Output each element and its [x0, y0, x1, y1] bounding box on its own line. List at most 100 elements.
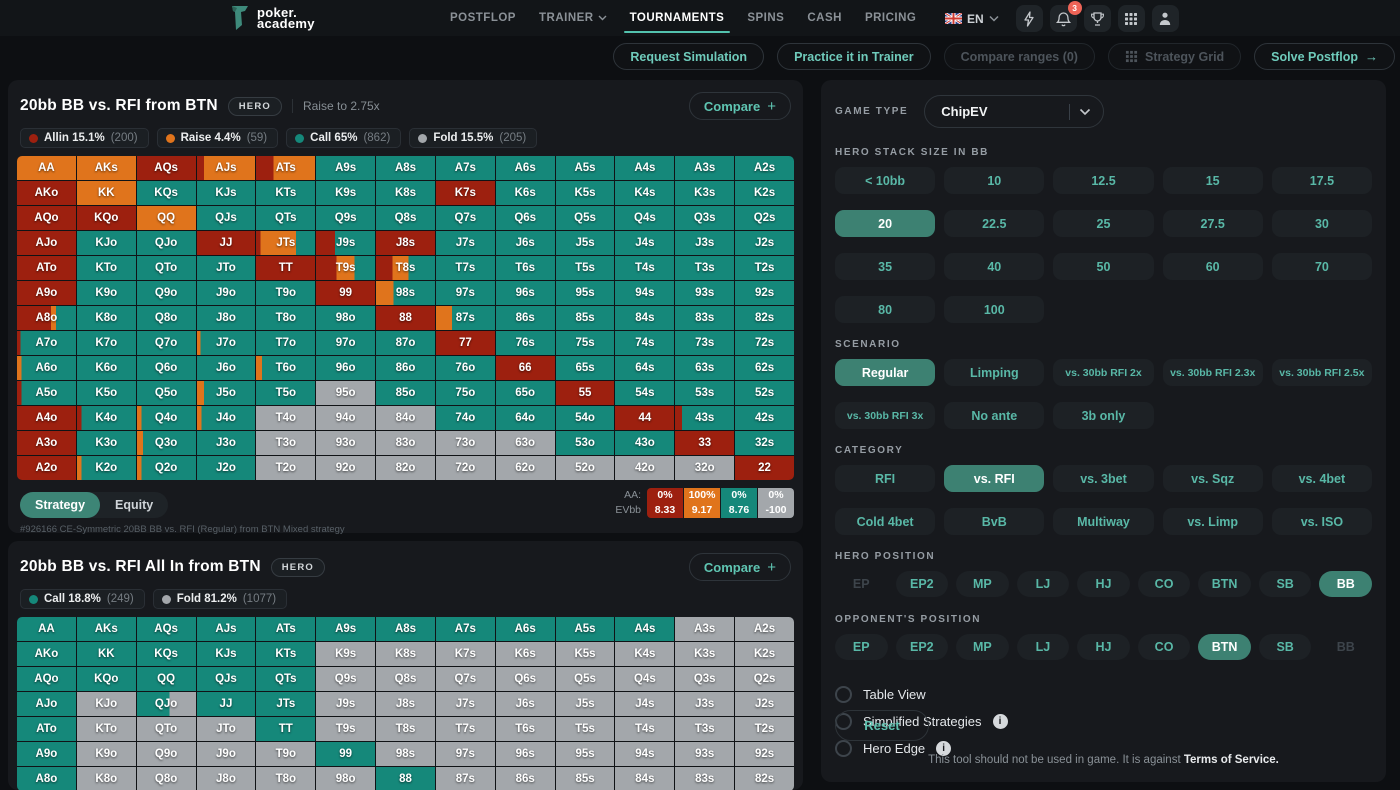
compare-button[interactable]: Compare + — [688, 553, 791, 581]
hand-cell-Q3s[interactable]: Q3s — [675, 667, 735, 691]
hand-cell-KJo[interactable]: KJo — [76, 231, 136, 255]
action-compare-ranges-0-[interactable]: Compare ranges (0) — [943, 43, 1095, 70]
stack-option-15[interactable]: 15 — [1162, 167, 1263, 194]
hand-cell-T6s[interactable]: T6s — [495, 717, 555, 741]
opponent-position-ep[interactable]: EP — [835, 634, 888, 660]
hand-cell-KTo[interactable]: KTo — [76, 717, 136, 741]
hero-position-lj[interactable]: LJ — [1016, 571, 1070, 597]
hand-cell-T9o[interactable]: T9o — [256, 281, 316, 305]
hand-cell-A9o[interactable]: A9o — [17, 281, 76, 305]
scenario-option-vs-30bb-rfi-2-3x[interactable]: vs. 30bb RFI 2.3x — [1162, 359, 1263, 386]
hand-cell-QJs[interactable]: QJs — [196, 667, 256, 691]
hand-cell-K3s[interactable]: K3s — [675, 181, 735, 205]
game-type-select[interactable]: ChipEV — [924, 95, 1105, 128]
hand-cell-T3s[interactable]: T3s — [675, 256, 735, 280]
hand-cell-QJo[interactable]: QJo — [136, 692, 196, 716]
hand-cell-TT[interactable]: TT — [256, 717, 316, 741]
stack-option-50[interactable]: 50 — [1053, 253, 1154, 280]
hand-cell-JTs[interactable]: JTs — [256, 231, 316, 255]
hand-cell-Q9o[interactable]: Q9o — [136, 742, 196, 766]
scenario-option-limping[interactable]: Limping — [944, 359, 1045, 386]
hand-cell-88[interactable]: 88 — [376, 306, 435, 330]
scenario-option-vs-30bb-rfi-3x[interactable]: vs. 30bb RFI 3x — [835, 402, 936, 429]
action-solve-postflop[interactable]: Solve Postflop → — [1254, 43, 1395, 70]
hand-cell-J4o[interactable]: J4o — [196, 406, 256, 430]
hand-cell-33[interactable]: 33 — [675, 431, 735, 455]
hand-cell-AA[interactable]: AA — [17, 156, 76, 180]
hand-cell-A4o[interactable]: A4o — [17, 406, 76, 430]
hand-cell-K8s[interactable]: K8s — [376, 642, 435, 666]
hand-cell-A9s[interactable]: A9s — [316, 617, 376, 641]
stack-option-<-10bb[interactable]: < 10bb — [835, 167, 936, 194]
category-option-rfi[interactable]: RFI — [835, 465, 936, 492]
scenario-option-regular[interactable]: Regular — [835, 359, 936, 386]
hand-cell-J5s[interactable]: J5s — [555, 231, 615, 255]
hand-cell-A9o[interactable]: A9o — [17, 742, 76, 766]
hand-cell-J7o[interactable]: J7o — [196, 331, 256, 355]
hand-cell-K8s[interactable]: K8s — [376, 181, 435, 205]
hand-cell-32s[interactable]: 32s — [735, 431, 794, 455]
hand-cell-JTs[interactable]: JTs — [256, 692, 316, 716]
hand-cell-Q6o[interactable]: Q6o — [136, 356, 196, 380]
category-option-vs-4bet[interactable]: vs. 4bet — [1271, 465, 1372, 492]
legend-chip-allin[interactable]: Allin 15.1% (200) — [20, 128, 149, 148]
hand-cell-84s[interactable]: 84s — [615, 767, 675, 790]
hand-cell-T8o[interactable]: T8o — [256, 306, 316, 330]
hand-cell-62o[interactable]: 62o — [495, 456, 555, 480]
hand-cell-AQo[interactable]: AQo — [17, 206, 76, 230]
hand-cell-64s[interactable]: 64s — [615, 356, 675, 380]
language-selector[interactable]: EN — [945, 12, 999, 26]
hand-cell-K4s[interactable]: K4s — [615, 642, 675, 666]
tab-strategy[interactable]: Strategy — [20, 492, 101, 518]
hand-cell-54s[interactable]: 54s — [615, 381, 675, 405]
nav-item-postflop[interactable]: POSTFLOP — [450, 1, 516, 35]
stack-option-40[interactable]: 40 — [944, 253, 1045, 280]
hand-cell-Q7s[interactable]: Q7s — [435, 206, 495, 230]
legend-chip-fold[interactable]: Fold 15.5% (205) — [409, 128, 538, 148]
hand-cell-AKs[interactable]: AKs — [76, 156, 136, 180]
hand-cell-KJs[interactable]: KJs — [196, 642, 256, 666]
hand-cell-K5o[interactable]: K5o — [76, 381, 136, 405]
hand-cell-42s[interactable]: 42s — [735, 406, 794, 430]
hand-cell-Q7s[interactable]: Q7s — [435, 667, 495, 691]
hand-cell-A3o[interactable]: A3o — [17, 431, 76, 455]
hand-cell-KQs[interactable]: KQs — [136, 181, 196, 205]
hand-cell-T3s[interactable]: T3s — [675, 717, 735, 741]
hand-cell-92s[interactable]: 92s — [735, 281, 794, 305]
hand-cell-Q5o[interactable]: Q5o — [136, 381, 196, 405]
boost-button[interactable] — [1015, 5, 1043, 32]
hand-cell-K5s[interactable]: K5s — [555, 642, 615, 666]
hand-cell-K2s[interactable]: K2s — [735, 181, 794, 205]
hand-cell-72s[interactable]: 72s — [735, 331, 794, 355]
hero-position-ep2[interactable]: EP2 — [895, 571, 949, 597]
hand-cell-Q9s[interactable]: Q9s — [316, 667, 376, 691]
hand-cell-52s[interactable]: 52s — [735, 381, 794, 405]
hand-cell-87o[interactable]: 87o — [376, 331, 435, 355]
hand-cell-K4o[interactable]: K4o — [76, 406, 136, 430]
hand-cell-A2s[interactable]: A2s — [735, 156, 794, 180]
hand-cell-T8s[interactable]: T8s — [376, 256, 435, 280]
hand-cell-Q4s[interactable]: Q4s — [615, 206, 675, 230]
hand-cell-QTo[interactable]: QTo — [136, 717, 196, 741]
hand-cell-J5o[interactable]: J5o — [196, 381, 256, 405]
hand-cell-KK[interactable]: KK — [76, 642, 136, 666]
hand-cell-86s[interactable]: 86s — [495, 306, 555, 330]
hand-cell-K5s[interactable]: K5s — [555, 181, 615, 205]
hand-cell-63s[interactable]: 63s — [675, 356, 735, 380]
hand-cell-A8s[interactable]: A8s — [376, 617, 435, 641]
notifications-button[interactable]: 3 — [1049, 1, 1082, 32]
hand-cell-87s[interactable]: 87s — [435, 767, 495, 790]
hand-cell-K9s[interactable]: K9s — [316, 642, 376, 666]
hand-cell-95s[interactable]: 95s — [555, 742, 615, 766]
hand-cell-A7o[interactable]: A7o — [17, 331, 76, 355]
hand-cell-83s[interactable]: 83s — [675, 306, 735, 330]
apps-grid-button[interactable] — [1117, 5, 1145, 32]
hand-cell-J7s[interactable]: J7s — [435, 231, 495, 255]
hand-cell-Q4o[interactable]: Q4o — [136, 406, 196, 430]
hand-cell-JTo[interactable]: JTo — [196, 717, 256, 741]
hand-cell-K4s[interactable]: K4s — [615, 181, 675, 205]
hand-cell-96s[interactable]: 96s — [495, 742, 555, 766]
hand-cell-88[interactable]: 88 — [376, 767, 435, 790]
hand-cell-J8o[interactable]: J8o — [196, 306, 256, 330]
opponent-position-sb[interactable]: SB — [1258, 634, 1312, 660]
